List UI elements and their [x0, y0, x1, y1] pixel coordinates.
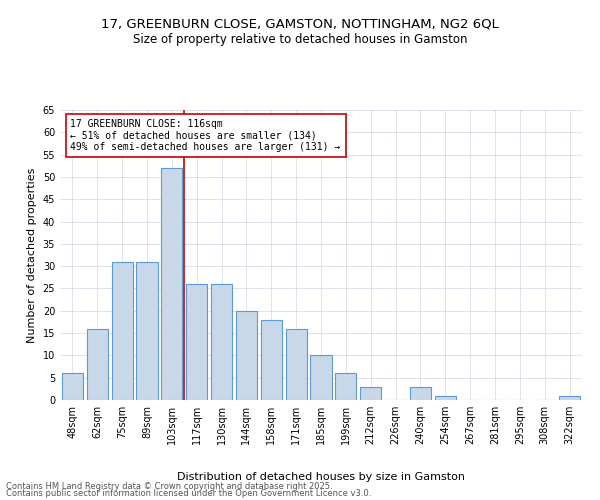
- Bar: [286, 328, 307, 400]
- Bar: [410, 386, 431, 400]
- Text: Contains HM Land Registry data © Crown copyright and database right 2025.: Contains HM Land Registry data © Crown c…: [6, 482, 332, 491]
- Bar: [136, 262, 158, 400]
- Bar: [112, 262, 133, 400]
- Bar: [335, 373, 356, 400]
- Text: Size of property relative to detached houses in Gamston: Size of property relative to detached ho…: [133, 32, 467, 46]
- Y-axis label: Number of detached properties: Number of detached properties: [27, 168, 37, 342]
- Bar: [62, 373, 83, 400]
- Text: Contains public sector information licensed under the Open Government Licence v3: Contains public sector information licen…: [6, 489, 371, 498]
- Bar: [435, 396, 456, 400]
- Bar: [236, 311, 257, 400]
- Bar: [211, 284, 232, 400]
- Bar: [161, 168, 182, 400]
- Bar: [559, 396, 580, 400]
- Text: Distribution of detached houses by size in Gamston: Distribution of detached houses by size …: [177, 472, 465, 482]
- Bar: [186, 284, 207, 400]
- Text: 17 GREENBURN CLOSE: 116sqm
← 51% of detached houses are smaller (134)
49% of sem: 17 GREENBURN CLOSE: 116sqm ← 51% of deta…: [70, 118, 341, 152]
- Bar: [261, 320, 282, 400]
- Text: 17, GREENBURN CLOSE, GAMSTON, NOTTINGHAM, NG2 6QL: 17, GREENBURN CLOSE, GAMSTON, NOTTINGHAM…: [101, 18, 499, 30]
- Bar: [360, 386, 381, 400]
- Bar: [87, 328, 108, 400]
- Bar: [310, 356, 332, 400]
